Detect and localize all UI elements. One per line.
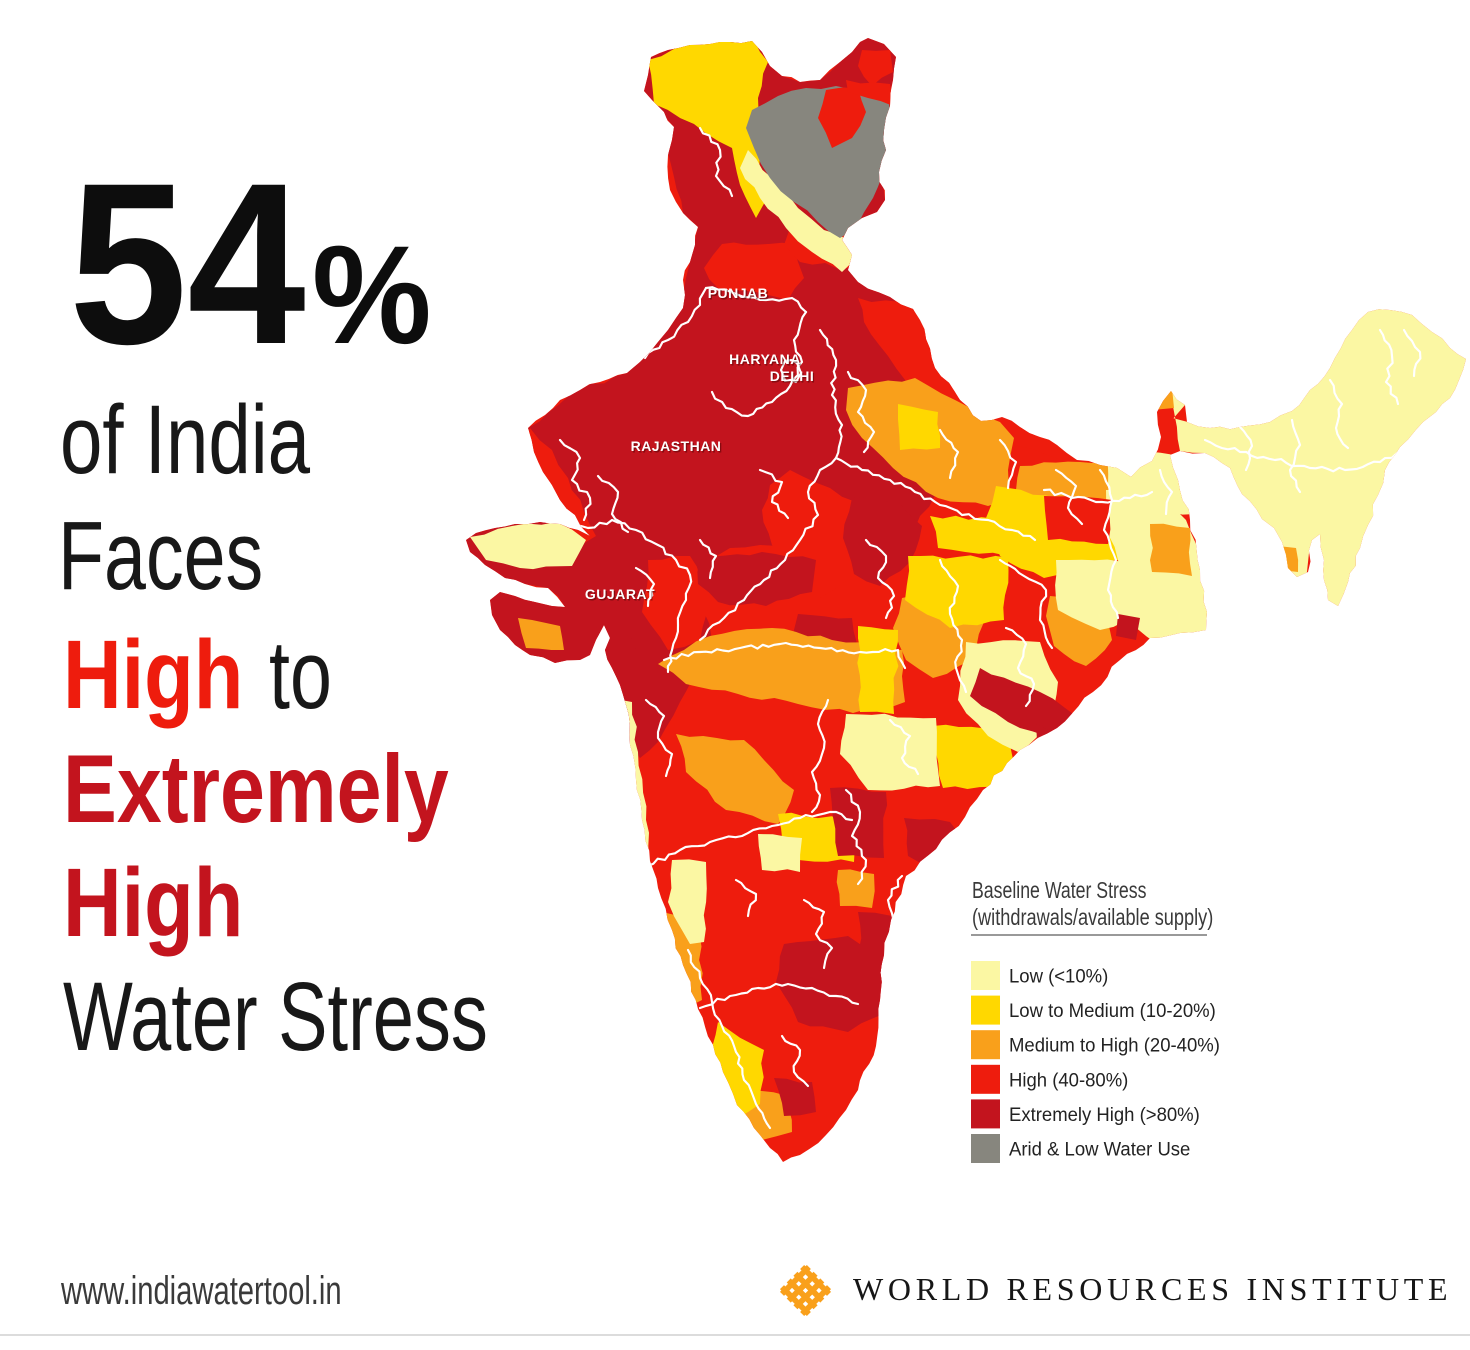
svg-text:GUJARAT: GUJARAT [586,587,656,603]
svg-text:Low to Medium (10-20%): Low to Medium (10-20%) [1009,1001,1216,1023]
svg-text:Baseline Water Stress: Baseline Water Stress [972,878,1146,904]
svg-text:High: High [63,620,243,728]
svg-text:GUJARAT: GUJARAT [585,586,655,602]
svg-text:www.indiawatertool.in: www.indiawatertool.in [60,1269,341,1314]
svg-text:HARYANA: HARYANA [730,352,802,368]
svg-text:RAJASTHAN: RAJASTHAN [631,438,722,454]
svg-text:High: High [63,848,243,956]
svg-text:Extremely High (>80%): Extremely High (>80%) [1009,1104,1200,1126]
svg-text:Extremely: Extremely [63,734,449,843]
svg-text:Water Stress: Water Stress [63,963,488,1071]
svg-text:of India: of India [60,386,311,494]
svg-text:(withdrawals/available supply): (withdrawals/available supply) [972,905,1213,931]
svg-text:to: to [269,621,332,729]
svg-text:Low (<10%): Low (<10%) [1009,966,1108,988]
svg-text:Arid & Low Water Use: Arid & Low Water Use [1009,1139,1190,1161]
svg-text:Faces: Faces [58,502,263,610]
svg-text:High (40-80%): High (40-80%) [1009,1070,1128,1092]
svg-text:Medium to High (20-40%): Medium to High (20-40%) [1009,1035,1220,1057]
svg-text:%: % [312,218,432,374]
svg-text:DELHI: DELHI [770,368,815,384]
svg-text:WORLD RESOURCES INSTITUTE: WORLD RESOURCES INSTITUTE [853,1271,1452,1307]
svg-text:RAJASTHAN: RAJASTHAN [632,439,723,455]
svg-text:HARYANA: HARYANA [729,351,801,367]
svg-text:DELHI: DELHI [771,369,816,385]
svg-text:54: 54 [69,134,306,391]
svg-text:PUNJAB: PUNJAB [708,285,769,301]
svg-text:PUNJAB: PUNJAB [709,286,770,302]
